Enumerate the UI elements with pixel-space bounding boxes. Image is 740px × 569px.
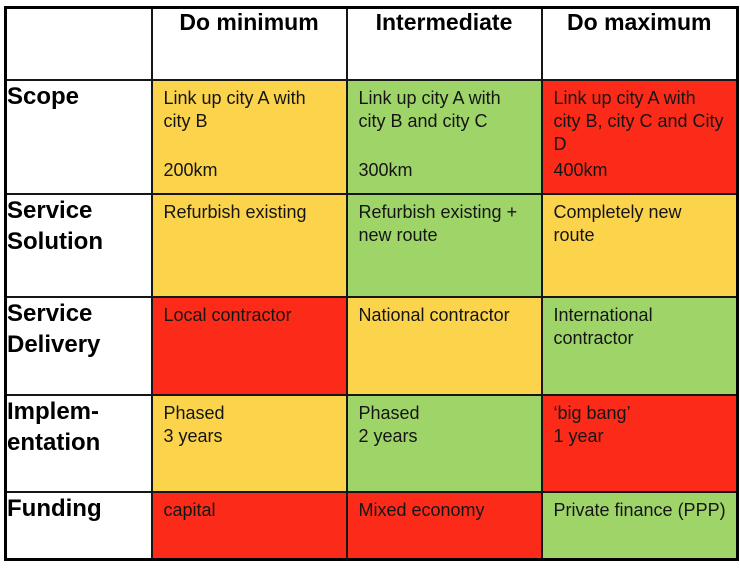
column-header-do-minimum: Do minimum bbox=[150, 6, 348, 81]
cell-text: Phased 2 years bbox=[358, 402, 420, 446]
cell-text: capital bbox=[163, 499, 216, 520]
cell-text: Link up city A with city B and city C bbox=[358, 87, 501, 131]
cell-delivery-do-minimum: Local contractor bbox=[150, 295, 348, 396]
cell-scope-do-minimum: Link up city A with city B 200km bbox=[150, 78, 348, 195]
cell-distance: 400km bbox=[553, 160, 608, 181]
column-header-do-maximum: Do maximum bbox=[540, 6, 739, 81]
cell-funding-do-minimum: capital bbox=[150, 490, 348, 561]
table-row-service-delivery: Service Delivery Local contractor Nation… bbox=[4, 295, 739, 396]
cell-text: ‘big bang’ 1 year bbox=[553, 402, 631, 446]
cell-text: International contractor bbox=[553, 304, 653, 348]
cell-solution-intermediate: Refurbish existing + new route bbox=[345, 192, 543, 298]
cell-scope-intermediate: Link up city A with city B and city C 30… bbox=[345, 78, 543, 195]
cell-text: National contractor bbox=[358, 304, 510, 325]
table-row-service-solution: Service Solution Refurbish existing Refu… bbox=[4, 192, 739, 298]
cell-text: Link up city A with city B bbox=[163, 87, 306, 131]
row-label-scope: Scope bbox=[4, 78, 153, 195]
row-label-service-solution: Service Solution bbox=[4, 192, 153, 298]
cell-distance: 300km bbox=[358, 160, 413, 181]
cell-delivery-do-maximum: International contractor bbox=[540, 295, 739, 396]
table-row-scope: Scope Link up city A with city B 200km L… bbox=[4, 78, 739, 195]
cell-scope-do-maximum: Link up city A with city B, city C and C… bbox=[540, 78, 739, 195]
cell-text: Refurbish existing + new route bbox=[358, 201, 518, 245]
cell-implementation-do-maximum: ‘big bang’ 1 year bbox=[540, 393, 739, 493]
cell-implementation-do-minimum: Phased 3 years bbox=[150, 393, 348, 493]
cell-distance: 200km bbox=[163, 160, 218, 181]
cell-text: Completely new route bbox=[553, 201, 682, 245]
cell-implementation-intermediate: Phased 2 years bbox=[345, 393, 543, 493]
cell-delivery-intermediate: National contractor bbox=[345, 295, 543, 396]
cell-funding-do-maximum: Private finance (PPP) bbox=[540, 490, 739, 561]
cell-solution-do-minimum: Refurbish existing bbox=[150, 192, 348, 298]
cell-text: Mixed economy bbox=[358, 499, 485, 520]
cell-text: Refurbish existing bbox=[163, 201, 307, 222]
row-label-funding: Funding bbox=[4, 490, 153, 561]
header-row: Do minimum Intermediate Do maximum bbox=[4, 6, 739, 81]
cell-solution-do-maximum: Completely new route bbox=[540, 192, 739, 298]
cell-funding-intermediate: Mixed economy bbox=[345, 490, 543, 561]
cell-text: Local contractor bbox=[163, 304, 292, 325]
cell-text: Private finance (PPP) bbox=[553, 499, 726, 520]
options-matrix-table: Do minimum Intermediate Do maximum Scope… bbox=[4, 6, 739, 561]
row-label-service-delivery: Service Delivery bbox=[4, 295, 153, 396]
table-row-funding: Funding capital Mixed economy Private fi… bbox=[4, 490, 739, 561]
corner-cell bbox=[4, 6, 153, 81]
table-row-implementation: Implem- entation Phased 3 years Phased 2… bbox=[4, 393, 739, 493]
row-label-implementation: Implem- entation bbox=[4, 393, 153, 493]
cell-text: Phased 3 years bbox=[163, 402, 225, 446]
cell-text: Link up city A with city B, city C and C… bbox=[553, 87, 724, 155]
column-header-intermediate: Intermediate bbox=[345, 6, 543, 81]
